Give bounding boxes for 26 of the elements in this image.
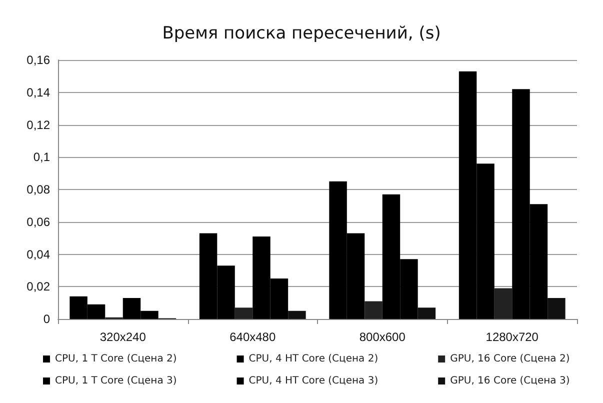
y-tick-label: 0,04 <box>26 247 50 262</box>
x-tick-label: 320x240 <box>100 330 146 344</box>
x-tick-label: 800x600 <box>359 330 406 344</box>
y-tick-label: 0,16 <box>26 53 50 67</box>
y-tick-label: 0,14 <box>26 85 50 100</box>
legend-label: CPU, 4 HT Core (Сцена 3) <box>248 376 378 386</box>
legend-label: GPU, 16 Core (Сцена 2) <box>450 354 570 364</box>
bar <box>494 288 512 319</box>
bar <box>288 310 306 319</box>
x-tick-label: 1280x720 <box>486 330 539 344</box>
legend-label: CPU, 1 T Core (Сцена 3) <box>55 376 177 386</box>
legend-label: CPU, 1 T Core (Сцена 2) <box>55 354 177 364</box>
y-tick-label: 0,08 <box>26 182 50 196</box>
bar <box>234 308 253 319</box>
legend-label: CPU, 4 HT Core (Сцена 2) <box>248 354 378 364</box>
chart-title: Время поиска пересечений, (s) <box>162 24 441 44</box>
y-tick-label: 0 <box>43 312 50 326</box>
bar <box>548 298 566 319</box>
y-tick-label: 0,02 <box>26 280 50 294</box>
x-tick-label: 640x480 <box>230 330 276 344</box>
legend-label: GPU, 16 Core (Сцена 3) <box>450 376 570 386</box>
bar <box>364 301 382 319</box>
y-tick-label: 0,06 <box>26 214 50 229</box>
y-tick-label: 0,12 <box>26 118 50 132</box>
y-tick-label: 0,1 <box>33 150 50 164</box>
bar <box>418 308 436 319</box>
